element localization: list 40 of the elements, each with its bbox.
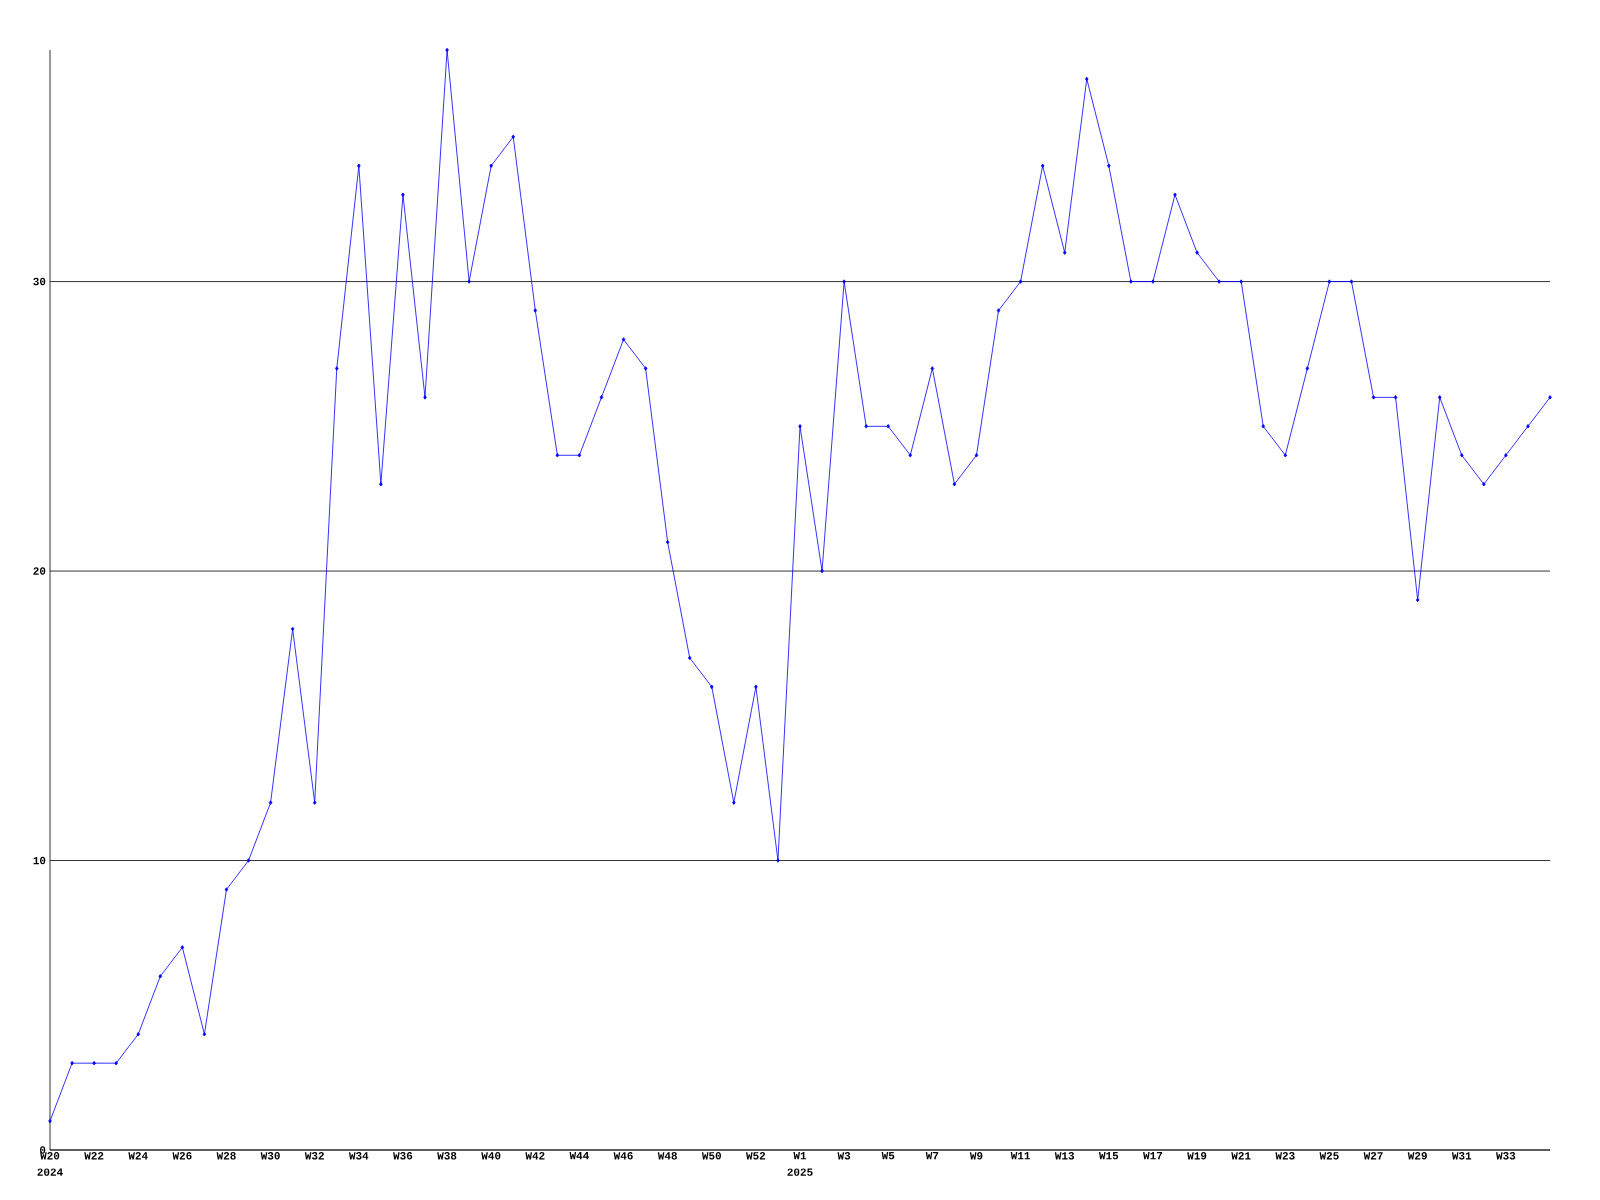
x-tick-label: W50 <box>701 1152 721 1160</box>
x-tick-label: W28 <box>216 1152 236 1160</box>
x-tick-label: W27 <box>1363 1152 1383 1160</box>
x-tick-label: W42 <box>525 1152 545 1160</box>
text: 2024 <box>37 1168 63 1176</box>
x-tick-label: W20 <box>40 1152 60 1160</box>
x-tick-label: W9 <box>969 1152 983 1160</box>
x-tick-label: W34 <box>348 1152 369 1160</box>
x-tick-label: W40 <box>481 1152 501 1160</box>
x-tick-label: W31 <box>1451 1152 1472 1160</box>
y-tick-label: 0 <box>40 1146 46 1154</box>
y-tick-label: 30 <box>33 277 46 286</box>
x-tick-label: W33 <box>1496 1152 1516 1160</box>
x-tick-label: W1 <box>793 1152 807 1160</box>
y-tick-label: 10 <box>33 856 46 865</box>
x-tick-label: W25 <box>1319 1152 1339 1160</box>
text: 2025 <box>787 1168 813 1176</box>
x-tick-label: W29 <box>1407 1152 1427 1160</box>
x-tick-label: W30 <box>260 1152 280 1160</box>
x-tick-label: W52 <box>746 1152 766 1160</box>
x-tick-label: W23 <box>1275 1152 1295 1160</box>
x-tick-label: W24 <box>128 1152 148 1160</box>
x-tick-label: W38 <box>437 1152 457 1160</box>
x-tick-label: W13 <box>1054 1152 1075 1160</box>
x-tick-label: W46 <box>613 1152 633 1160</box>
x-tick-label: W3 <box>837 1152 851 1160</box>
x-tick-label: W48 <box>657 1152 677 1160</box>
x-tick-label: W7 <box>925 1152 939 1160</box>
x-tick-label: W44 <box>569 1152 589 1160</box>
x-tick-label: W15 <box>1098 1152 1119 1160</box>
x-tick-label: W36 <box>393 1152 413 1160</box>
x-tick-label: W19 <box>1187 1152 1207 1160</box>
x-tick-label: W11 <box>1010 1152 1031 1160</box>
y-tick-label: 20 <box>33 567 46 575</box>
x-tick-label: W26 <box>172 1152 192 1160</box>
x-tick-label: W32 <box>304 1152 324 1160</box>
x-tick-label: W17 <box>1143 1152 1163 1160</box>
x-tick-label: W22 <box>84 1152 104 1160</box>
x-tick-label: W21 <box>1231 1152 1251 1160</box>
x-tick-label: W5 <box>881 1152 895 1160</box>
